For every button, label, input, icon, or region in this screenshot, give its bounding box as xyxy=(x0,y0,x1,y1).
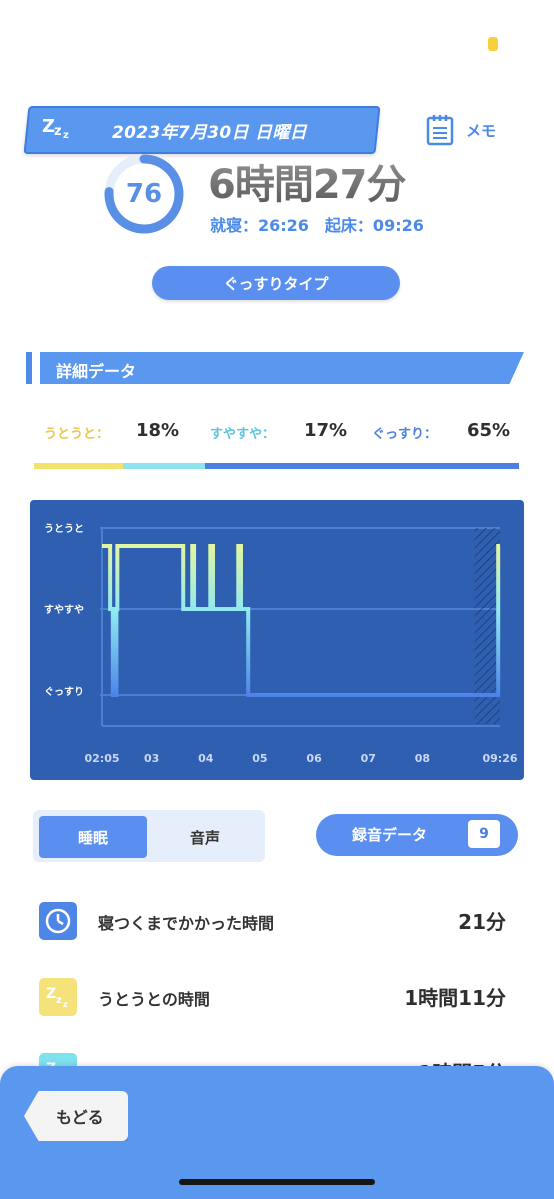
ratio-label-text: ぐっすり： xyxy=(372,426,438,442)
y-tick-label: ぐっすり xyxy=(44,686,84,698)
x-tick-label: 03 xyxy=(144,752,159,765)
x-tick-label: 05 xyxy=(252,752,267,765)
clock-icon xyxy=(39,902,77,940)
sleep-duration: 6時間27分 xyxy=(208,152,406,210)
x-tick-label: 07 xyxy=(361,752,376,765)
score-ring xyxy=(104,154,184,234)
back-button[interactable] xyxy=(24,1091,128,1141)
svg-text:z: z xyxy=(56,995,62,1006)
detail-section-header xyxy=(40,352,524,384)
tab-sound[interactable]: 音声 xyxy=(189,828,220,847)
date-banner: Z z z 2023年7月30日 日曜日 xyxy=(26,106,378,154)
ratio-bar-segment-0 xyxy=(34,463,123,469)
memo-button[interactable]: メモ xyxy=(426,114,496,146)
x-tick-label: 04 xyxy=(198,752,214,765)
x-tick-label: 02:05 xyxy=(84,752,119,765)
sleep-chart-svg: ぐっすり すやすや うとうと 02:05 03 04 05 06 07 08 09:26 xyxy=(44,523,518,765)
x-tick-label: 08 xyxy=(415,752,430,765)
y-tick-label: うとうと xyxy=(44,523,84,535)
tab-sleep[interactable]: 睡眠 xyxy=(39,816,147,858)
ratio-label-2: ぐっすり： xyxy=(372,421,437,443)
zzz-icon: Z z z xyxy=(42,116,69,141)
sleep-stage-line xyxy=(102,544,501,697)
recording-data-label: 録音データ xyxy=(352,826,428,844)
bed-wake-times: 就寝：26:26 起床：09:26 xyxy=(210,216,424,235)
ratio-label-1: すやすや： xyxy=(210,421,275,443)
ratio-label-text: すやすや： xyxy=(210,426,276,442)
list-item-value: 1時間11分 xyxy=(404,986,506,1010)
ratio-value-0: 18% xyxy=(136,420,180,441)
date-text: 2023年7月30日 日曜日 xyxy=(112,123,307,143)
section-accent xyxy=(26,352,32,384)
ratio-value-2: 65% xyxy=(467,420,511,441)
ratio-label-text: うとうと： xyxy=(44,426,110,442)
ratio-bar-segment-2 xyxy=(205,463,519,469)
recording-count-badge: 9 xyxy=(468,820,500,848)
svg-text:z: z xyxy=(63,1000,68,1009)
ratio-value-1: 17% xyxy=(304,420,348,441)
sleep-type-badge: ぐっすりタイプ xyxy=(152,266,400,300)
list-item-label: 寝つくまでかかった時間 xyxy=(98,914,275,933)
x-tick-label: 09:26 xyxy=(482,752,517,765)
svg-text:Z: Z xyxy=(46,986,56,1002)
memo-label: メモ xyxy=(466,121,497,140)
unrecorded-region xyxy=(474,528,500,724)
ratio-label-0: うとうと： xyxy=(44,421,109,443)
y-tick-label: すやすや xyxy=(44,604,84,616)
x-tick-label: 06 xyxy=(306,752,322,765)
home-indicator xyxy=(179,1179,375,1185)
status-indicator xyxy=(488,37,498,51)
sleep-chart: ぐっすり すやすや うとうと 02:05 03 04 05 06 07 08 09:26 xyxy=(30,500,524,780)
list-item-value: 21分 xyxy=(458,910,506,934)
notepad-icon xyxy=(426,115,454,146)
detail-section-title: 詳細データ xyxy=(56,362,137,381)
sleep-score: 76 xyxy=(125,179,163,209)
ratio-bar-segment-1 xyxy=(123,463,205,469)
back-button-label: もどる xyxy=(56,1108,104,1127)
list-item-label: うとうとの時間 xyxy=(98,990,210,1009)
